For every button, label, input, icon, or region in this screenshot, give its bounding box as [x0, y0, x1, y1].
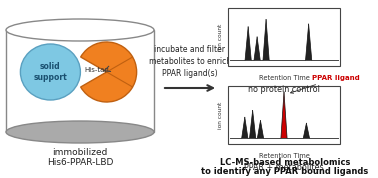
Text: PPAR + metabolites: PPAR + metabolites	[244, 163, 324, 172]
Polygon shape	[257, 121, 263, 138]
Ellipse shape	[20, 44, 81, 100]
Text: ion count: ion count	[217, 101, 223, 129]
Polygon shape	[254, 37, 260, 60]
Wedge shape	[81, 42, 136, 102]
Polygon shape	[242, 117, 248, 138]
Text: PPAR ligand: PPAR ligand	[291, 75, 360, 93]
Text: immobilized: immobilized	[52, 148, 108, 157]
Text: His-tag: His-tag	[84, 67, 109, 73]
Text: to identify any PPAR bound ligands: to identify any PPAR bound ligands	[201, 167, 369, 176]
Bar	[228, 8, 340, 66]
Ellipse shape	[6, 19, 154, 41]
Polygon shape	[245, 27, 251, 60]
Text: LC-MS-based metabolomics: LC-MS-based metabolomics	[220, 158, 350, 167]
Text: Retention Time: Retention Time	[259, 75, 310, 81]
Polygon shape	[305, 24, 312, 60]
Polygon shape	[303, 123, 310, 138]
Polygon shape	[281, 92, 287, 138]
Text: His6-PPAR-LBD: His6-PPAR-LBD	[47, 158, 113, 167]
Polygon shape	[263, 20, 269, 60]
Text: ion count: ion count	[217, 23, 223, 51]
Bar	[6, 30, 154, 132]
Bar	[228, 86, 340, 144]
Text: PPAR ligand(s): PPAR ligand(s)	[162, 69, 218, 78]
Text: incubate and filter: incubate and filter	[155, 46, 226, 54]
Polygon shape	[249, 110, 256, 138]
Ellipse shape	[6, 121, 154, 143]
Text: no protein control: no protein control	[248, 85, 320, 94]
Text: metabolites to enrich: metabolites to enrich	[149, 57, 231, 67]
Text: Retention Time: Retention Time	[259, 153, 310, 159]
Text: solid
support: solid support	[34, 62, 67, 82]
